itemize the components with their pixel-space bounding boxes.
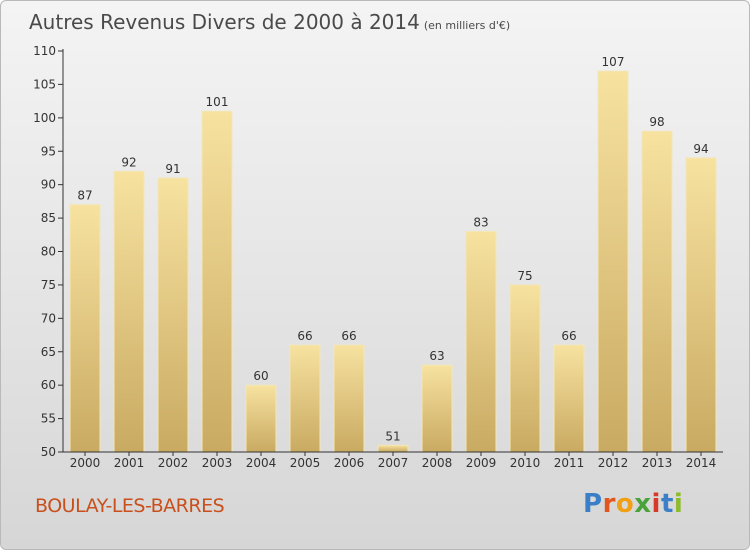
- x-tick-label-2001: 2001: [114, 456, 145, 470]
- x-tick-label-2006: 2006: [334, 456, 365, 470]
- y-tick-label-65: 65: [41, 345, 56, 359]
- data-label-2004: 60: [253, 369, 268, 383]
- logo-letter: x: [634, 489, 652, 519]
- bar-2012: [597, 70, 629, 453]
- y-tick-label-95: 95: [41, 144, 56, 158]
- x-tick-label-2002: 2002: [158, 456, 189, 470]
- bar-2004: [245, 384, 277, 453]
- data-label-2010: 75: [517, 269, 532, 283]
- data-label-2006: 66: [341, 329, 356, 343]
- x-tick-label-2014: 2014: [686, 456, 717, 470]
- place-name: BOULAY-LES-BARRES: [35, 495, 225, 517]
- x-tick-label-2012: 2012: [598, 456, 629, 470]
- data-label-2014: 94: [693, 142, 708, 156]
- y-tick-label-50: 50: [41, 445, 56, 459]
- x-tick-label-2007: 2007: [378, 456, 409, 470]
- bar-2008: [421, 364, 453, 453]
- chart-unit-note: (en milliers d'€): [423, 19, 511, 32]
- bar-2014: [685, 157, 717, 453]
- axes-group: 50 55 60 65 70 75 80 85 90 95 100 105 110 2000 2001 200…: [33, 44, 723, 470]
- data-label-2008: 63: [429, 349, 444, 363]
- y-tick-label-70: 70: [41, 311, 56, 325]
- bar-2010: [509, 284, 541, 453]
- x-tick-label-2008: 2008: [422, 456, 453, 470]
- data-label-2011: 66: [561, 329, 576, 343]
- chart-title-text: Autres Revenus Divers de 2000 à 2014: [29, 10, 420, 34]
- bar-2007: [377, 444, 409, 453]
- logo-letter: i: [673, 489, 684, 519]
- data-label-2007: 51: [385, 429, 400, 443]
- bar-2001: [113, 170, 145, 453]
- data-label-2013: 98: [649, 115, 664, 129]
- bar-2003: [201, 110, 233, 453]
- bar-2009: [465, 230, 497, 453]
- bar-2011: [553, 344, 585, 453]
- proxiti-logo: Proxiti: [583, 489, 683, 519]
- y-tick-label-110: 110: [33, 44, 56, 58]
- data-label-2000: 87: [77, 189, 92, 203]
- x-tick-label-2003: 2003: [202, 456, 233, 470]
- x-tick-label-2000: 2000: [70, 456, 101, 470]
- bar-2002: [157, 177, 189, 453]
- logo-letter: r: [602, 489, 616, 519]
- y-tick-label-85: 85: [41, 211, 56, 225]
- data-label-2009: 83: [473, 215, 488, 229]
- x-tick-label-2010: 2010: [510, 456, 541, 470]
- bar-2013: [641, 130, 673, 453]
- data-label-2005: 66: [297, 329, 312, 343]
- chart-title: Autres Revenus Divers de 2000 à 2014 (en …: [29, 10, 510, 34]
- x-tick-label-2005: 2005: [290, 456, 321, 470]
- x-tick-label-2009: 2009: [466, 456, 497, 470]
- logo-letter: i: [651, 489, 661, 519]
- logo-letter: P: [583, 489, 603, 519]
- y-tick-label-55: 55: [41, 412, 56, 426]
- logo-letter: o: [615, 489, 635, 519]
- y-tick-label-105: 105: [33, 77, 56, 91]
- x-tick-label-2004: 2004: [246, 456, 277, 470]
- bar-2000: [69, 204, 101, 453]
- y-tick-label-90: 90: [41, 178, 56, 192]
- data-label-2002: 91: [165, 162, 180, 176]
- data-label-2012: 107: [602, 55, 625, 69]
- y-tick-label-80: 80: [41, 245, 56, 259]
- bar-2005: [289, 344, 321, 453]
- y-tick-label-100: 100: [33, 111, 56, 125]
- bar-2006: [333, 344, 365, 453]
- bars-group: 87 92 91 101 60 66 66 51 63 83 75 66 107 98 94: [69, 55, 717, 453]
- logo-letter: t: [660, 489, 674, 519]
- x-tick-label-2011: 2011: [554, 456, 585, 470]
- x-tick-label-2013: 2013: [642, 456, 673, 470]
- data-label-2001: 92: [121, 155, 136, 169]
- y-tick-label-60: 60: [41, 378, 56, 392]
- y-tick-label-75: 75: [41, 278, 56, 292]
- data-label-2003: 101: [206, 95, 229, 109]
